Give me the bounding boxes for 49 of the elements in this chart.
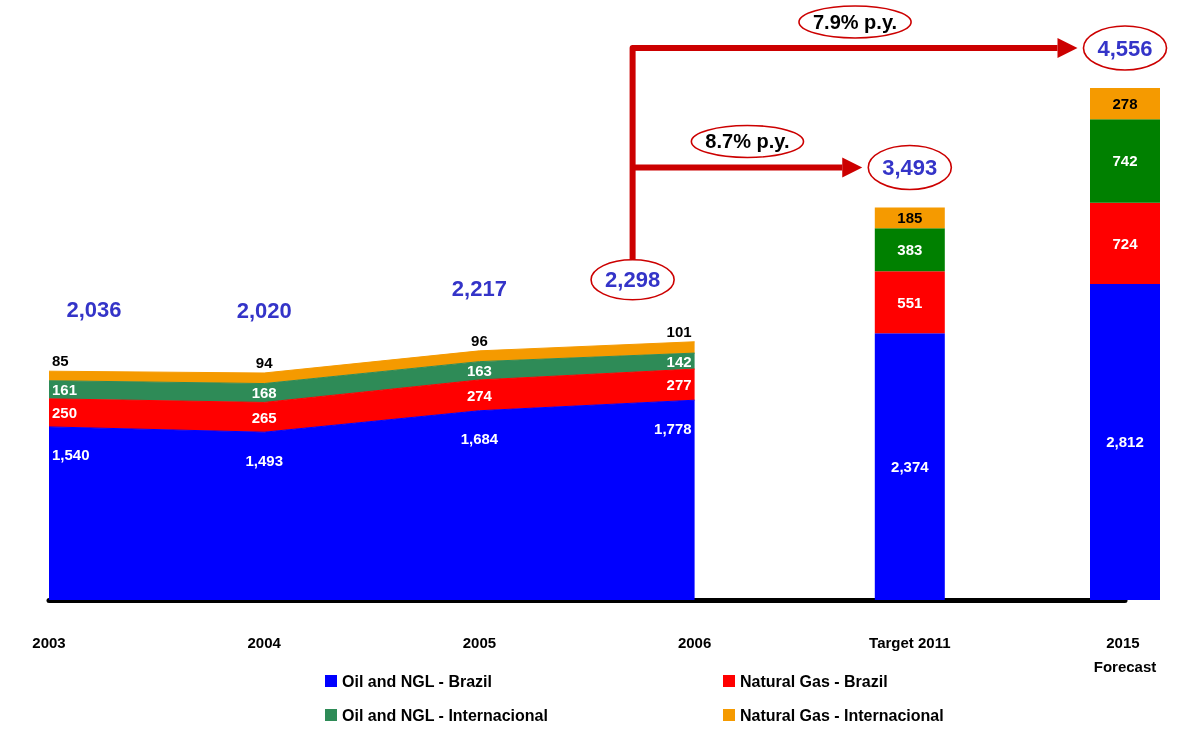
x-tick-label: 2004 [247, 633, 282, 651]
data-label: 161 [52, 381, 78, 399]
data-label: 1,778 [654, 419, 692, 437]
bar [1090, 202, 1160, 284]
total-label: 4,556 [1097, 35, 1153, 61]
legend-label: Natural Gas - Brazil [740, 672, 888, 690]
data-label: 274 [466, 386, 493, 404]
data-label: 163 [466, 362, 492, 380]
data-label: 277 [666, 376, 692, 394]
total-label: 3,493 [882, 154, 938, 180]
x-tick-label: 2005 [462, 633, 497, 651]
data-label: 724 [1112, 234, 1139, 252]
bar [874, 271, 945, 334]
data-label: 96 [471, 331, 488, 349]
bar [874, 228, 945, 272]
x-tick-label: Target 2011 [869, 633, 951, 651]
legend-label: Oil and NGL - Brazil [342, 672, 492, 690]
data-label: 742 [1112, 152, 1138, 170]
bar [874, 333, 945, 600]
x-tick-label: 2003 [32, 633, 66, 651]
data-label: 265 [251, 408, 277, 426]
data-label: 551 [897, 293, 923, 311]
data-label: 2,812 [1106, 433, 1144, 451]
data-label: 1,684 [460, 430, 499, 448]
data-label: 1,493 [245, 451, 283, 469]
data-label: 2,374 [891, 458, 930, 476]
data-label: 142 [666, 352, 692, 370]
total-label: 2,036 [66, 296, 122, 322]
total-label: 2,298 [605, 267, 661, 293]
data-label: 383 [897, 241, 923, 259]
x-tick-label: 2015 Forecast [1093, 633, 1157, 675]
x-tick-label: 2006 [677, 633, 712, 651]
data-label: 85 [52, 352, 69, 370]
data-label: 250 [52, 404, 78, 422]
text: 7.9% p.y. [812, 11, 898, 33]
data-label: 101 [666, 322, 692, 340]
total-label: 2,217 [451, 276, 507, 302]
bar [1090, 283, 1160, 600]
data-label: 168 [251, 384, 277, 402]
bar [1090, 88, 1160, 120]
legend-label: Natural Gas - Internacional [740, 706, 944, 724]
data-label: 94 [255, 353, 274, 371]
bar [1090, 119, 1160, 203]
annotation: 8.7% p.y. [705, 130, 790, 153]
data-label: 1,540 [52, 446, 90, 464]
total-label: 2,020 [236, 298, 292, 324]
data-label: 185 [897, 209, 923, 227]
data-label: 278 [1112, 95, 1138, 113]
legend-label: Oil and NGL - Internacional [342, 706, 548, 724]
